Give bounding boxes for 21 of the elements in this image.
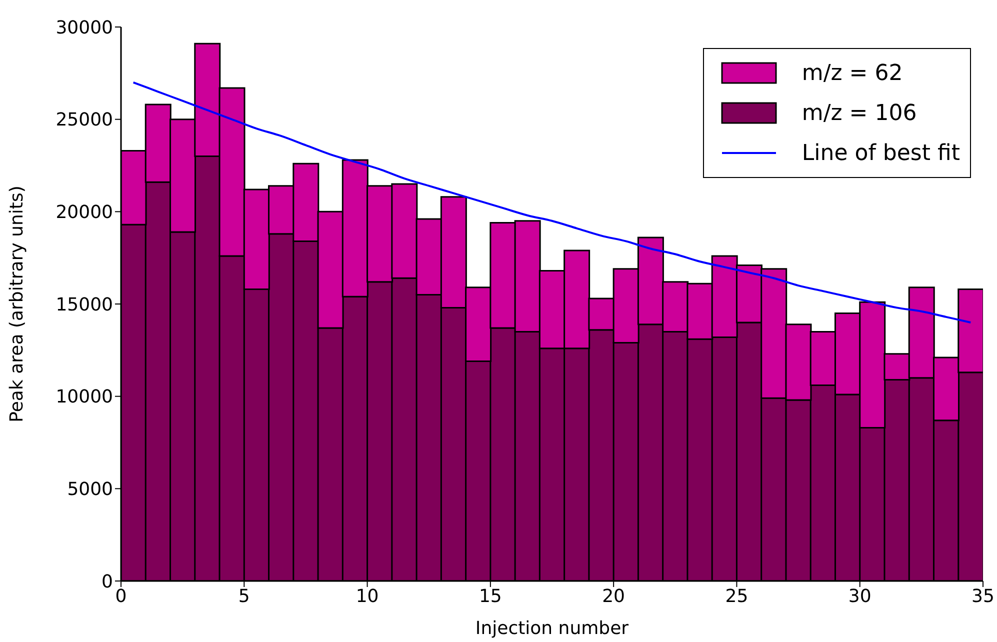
line-series	[132, 81, 972, 324]
x-tick-label: 25	[725, 586, 748, 607]
legend-label: m/z = 62	[802, 60, 903, 86]
x-tick-label: 35	[972, 586, 994, 607]
y-tick-label: 5000	[67, 479, 113, 500]
x-tick-label: 5	[238, 586, 250, 607]
y-tick-label: 15000	[56, 294, 113, 316]
y-tick-label: 0	[102, 571, 113, 592]
x-tick-label: 10	[356, 586, 379, 607]
y-tick-label: 20000	[56, 202, 113, 224]
legend-label: Line of best fit	[802, 140, 960, 166]
y-tick-label: 10000	[56, 386, 113, 408]
x-axis-title: Injection number	[475, 618, 630, 639]
x-tick-label: 20	[602, 586, 626, 607]
y-tick-label: 30000	[56, 17, 113, 38]
y-axis-title: Peak area (arbitrary units)	[6, 186, 28, 422]
x-tick-label: 30	[848, 586, 872, 607]
x-tick-label: 0	[115, 586, 127, 607]
x-tick-label: 15	[478, 586, 502, 607]
y-tick-label: 25000	[56, 110, 113, 131]
legend-label: m/z = 106	[802, 100, 917, 126]
